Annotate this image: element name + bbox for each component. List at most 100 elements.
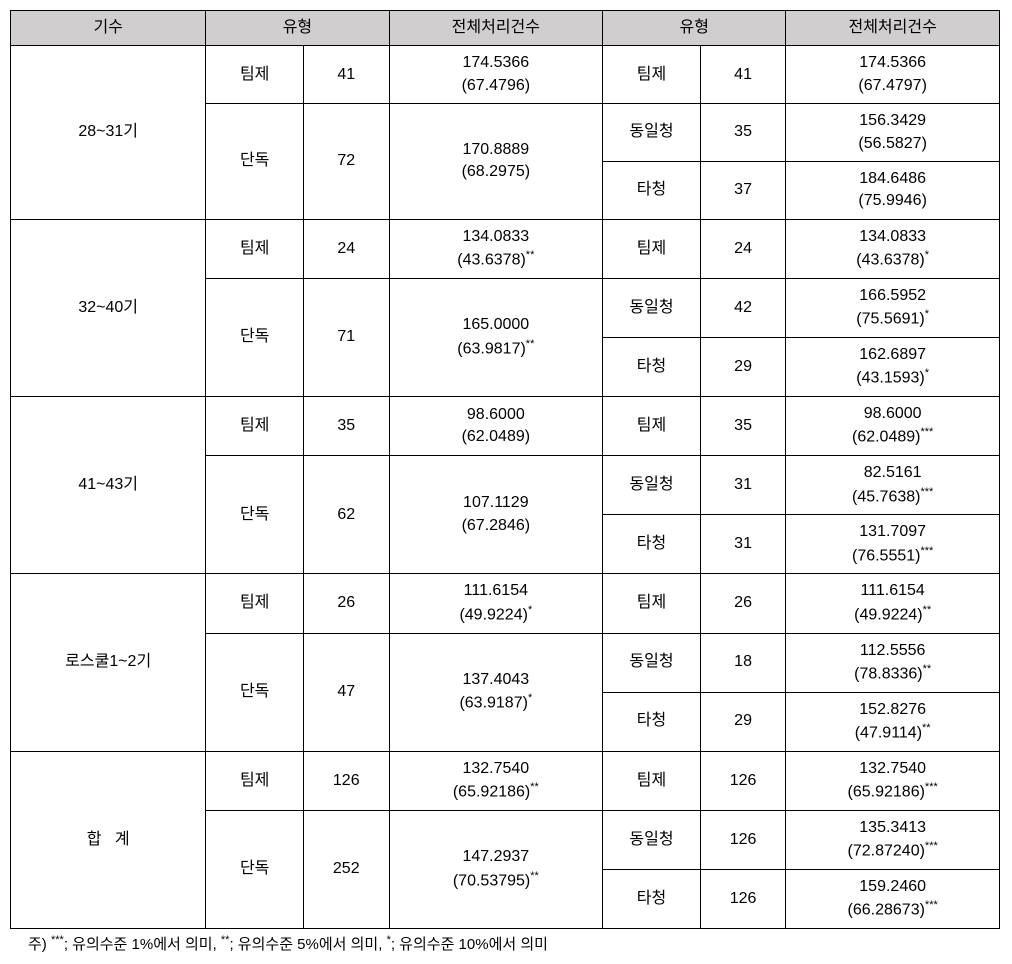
footnote-txt2: ; 유의수준 5%에서 의미, — [229, 936, 386, 953]
n-cell: 35 — [304, 397, 389, 456]
type-cell: 팀제 — [206, 219, 304, 278]
stat-cell: 135.3413(72.87240)*** — [786, 810, 1000, 869]
stat-cell: 111.6154(49.9224)** — [786, 574, 1000, 633]
stat-cell: 137.4043(63.9187)* — [389, 633, 603, 751]
type-cell: 팀제 — [206, 574, 304, 633]
stat-cell: 184.6486(75.9946) — [786, 161, 1000, 219]
stat-cell: 82.5161(45.7638)*** — [786, 456, 1000, 515]
stat-cell: 132.7540(65.92186)*** — [786, 751, 1000, 810]
n-cell: 24 — [304, 219, 389, 278]
footnote-txt3: ; 유의수준 1%에서 의미, — [64, 936, 221, 953]
type-cell: 팀제 — [603, 46, 701, 104]
stat-cell: 174.5366(67.4797) — [786, 46, 1000, 104]
type-cell: 팀제 — [603, 751, 701, 810]
group-label: 28~31기 — [11, 46, 206, 219]
type-cell: 동일청 — [603, 456, 701, 515]
table-body: 28~31기팀제41174.5366(67.4796)팀제41174.5366(… — [11, 46, 1000, 929]
header-stat-a: 전체처리건수 — [389, 11, 603, 46]
n-cell: 252 — [304, 810, 389, 928]
table-row: 41~43기팀제3598.6000(62.0489)팀제3598.6000(62… — [11, 397, 1000, 456]
table-row: 28~31기팀제41174.5366(67.4796)팀제41174.5366(… — [11, 46, 1000, 104]
n-cell: 35 — [700, 104, 785, 162]
stat-cell: 166.5952(75.5691)* — [786, 278, 1000, 337]
header-stat-b: 전체처리건수 — [786, 11, 1000, 46]
type-cell: 단독 — [206, 456, 304, 574]
n-cell: 35 — [700, 397, 785, 456]
type-cell: 팀제 — [206, 751, 304, 810]
stats-table: 기수 유형 전체처리건수 유형 전체처리건수 28~31기팀제41174.536… — [10, 10, 1000, 929]
stat-cell: 170.8889(68.2975) — [389, 104, 603, 220]
stat-cell: 156.3429(56.5827) — [786, 104, 1000, 162]
n-cell: 126 — [700, 869, 785, 928]
footnote: 주) ***; 유의수준 1%에서 의미, **; 유의수준 5%에서 의미, … — [10, 933, 1002, 954]
n-cell: 24 — [700, 219, 785, 278]
type-cell: 팀제 — [603, 574, 701, 633]
n-cell: 18 — [700, 633, 785, 692]
n-cell: 37 — [700, 161, 785, 219]
footnote-txt1: ; 유의수준 10%에서 의미 — [391, 936, 548, 953]
n-cell: 29 — [700, 337, 785, 396]
type-cell: 팀제 — [206, 397, 304, 456]
header-type-a: 유형 — [206, 11, 389, 46]
n-cell: 126 — [700, 751, 785, 810]
n-cell: 26 — [700, 574, 785, 633]
n-cell: 41 — [304, 46, 389, 104]
type-cell: 동일청 — [603, 633, 701, 692]
stat-cell: 162.6897(43.1593)* — [786, 337, 1000, 396]
type-cell: 단독 — [206, 810, 304, 928]
stat-cell: 111.6154(49.9224)* — [389, 574, 603, 633]
type-cell: 타청 — [603, 515, 701, 574]
group-label: 로스쿨1~2기 — [11, 574, 206, 751]
n-cell: 72 — [304, 104, 389, 220]
type-cell: 타청 — [603, 161, 701, 219]
stat-cell: 132.7540(65.92186)** — [389, 751, 603, 810]
type-cell: 단독 — [206, 104, 304, 220]
type-cell: 단독 — [206, 633, 304, 751]
n-cell: 31 — [700, 515, 785, 574]
type-cell: 단독 — [206, 278, 304, 396]
n-cell: 71 — [304, 278, 389, 396]
footnote-sig3: *** — [51, 934, 64, 946]
stat-cell: 174.5366(67.4796) — [389, 46, 603, 104]
type-cell: 타청 — [603, 692, 701, 751]
stat-cell: 98.6000(62.0489)*** — [786, 397, 1000, 456]
footnote-prefix: 주) — [28, 936, 51, 953]
type-cell: 팀제 — [603, 219, 701, 278]
table-row: 합 계팀제126132.7540(65.92186)**팀제126132.754… — [11, 751, 1000, 810]
stat-cell: 134.0833(43.6378)* — [786, 219, 1000, 278]
stat-cell: 112.5556(78.8336)** — [786, 633, 1000, 692]
stat-cell: 134.0833(43.6378)** — [389, 219, 603, 278]
n-cell: 42 — [700, 278, 785, 337]
stat-cell: 98.6000(62.0489) — [389, 397, 603, 456]
type-cell: 동일청 — [603, 104, 701, 162]
n-cell: 47 — [304, 633, 389, 751]
footnote-sig2: ** — [221, 934, 230, 946]
type-cell: 동일청 — [603, 278, 701, 337]
n-cell: 31 — [700, 456, 785, 515]
type-cell: 팀제 — [206, 46, 304, 104]
stat-cell: 107.1129(67.2846) — [389, 456, 603, 574]
group-label: 41~43기 — [11, 397, 206, 574]
type-cell: 팀제 — [603, 397, 701, 456]
stat-cell: 159.2460(66.28673)*** — [786, 869, 1000, 928]
stat-cell: 131.7097(76.5551)*** — [786, 515, 1000, 574]
group-label: 합 계 — [11, 751, 206, 928]
header-gisu: 기수 — [11, 11, 206, 46]
n-cell: 29 — [700, 692, 785, 751]
n-cell: 126 — [304, 751, 389, 810]
type-cell: 타청 — [603, 337, 701, 396]
table-row: 32~40기팀제24134.0833(43.6378)**팀제24134.083… — [11, 219, 1000, 278]
n-cell: 126 — [700, 810, 785, 869]
header-type-b: 유형 — [603, 11, 786, 46]
n-cell: 62 — [304, 456, 389, 574]
group-label: 32~40기 — [11, 219, 206, 396]
type-cell: 타청 — [603, 869, 701, 928]
stat-cell: 152.8276(47.9114)** — [786, 692, 1000, 751]
n-cell: 41 — [700, 46, 785, 104]
stat-cell: 147.2937(70.53795)** — [389, 810, 603, 928]
type-cell: 동일청 — [603, 810, 701, 869]
stat-cell: 165.0000(63.9817)** — [389, 278, 603, 396]
n-cell: 26 — [304, 574, 389, 633]
header-row: 기수 유형 전체처리건수 유형 전체처리건수 — [11, 11, 1000, 46]
table-row: 로스쿨1~2기팀제26111.6154(49.9224)*팀제26111.615… — [11, 574, 1000, 633]
